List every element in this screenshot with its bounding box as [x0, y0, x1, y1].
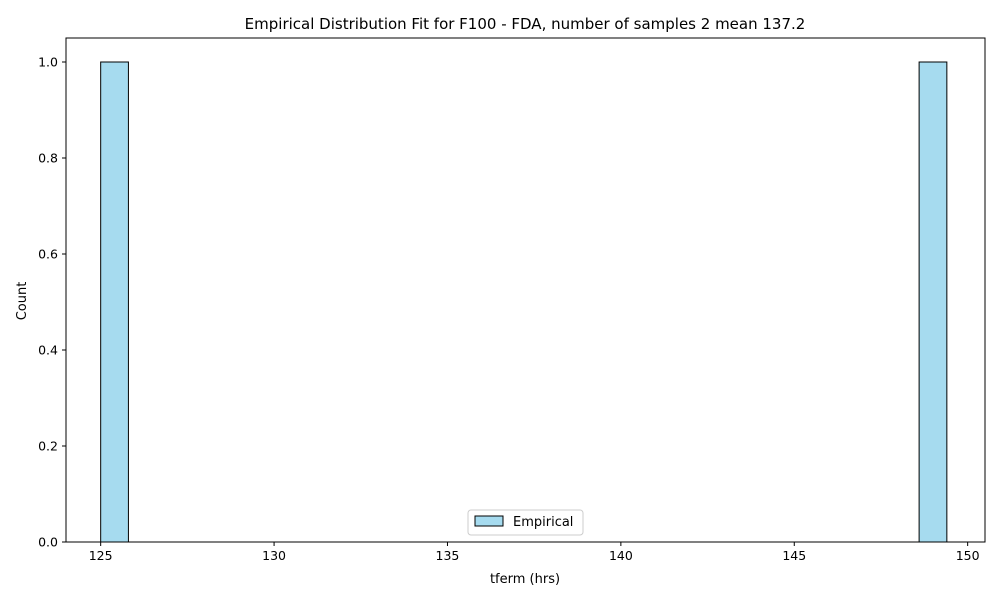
- x-axis-label: tferm (hrs): [490, 572, 560, 587]
- chart-title: Empirical Distribution Fit for F100 - FD…: [245, 15, 806, 33]
- legend: Empirical: [467, 509, 584, 536]
- x-tick-label: 145: [782, 548, 806, 563]
- y-tick-label: 0.0: [38, 535, 58, 550]
- legend-label-empirical: Empirical: [513, 515, 573, 530]
- x-tick-label: 125: [89, 548, 113, 563]
- x-tick-label: 150: [956, 548, 980, 563]
- x-tick-label: 140: [609, 548, 633, 563]
- y-tick-label: 0.2: [38, 439, 58, 454]
- y-tick-label: 1.0: [38, 55, 58, 70]
- histogram-bar: [918, 61, 948, 543]
- y-tick-label: 0.4: [38, 343, 58, 358]
- plot-frame: [65, 37, 986, 543]
- bars-layer: [100, 61, 948, 543]
- legend-swatch: [474, 515, 504, 527]
- axes-layer: [65, 37, 986, 543]
- y-axis-label: Count: [15, 282, 30, 321]
- x-ticks: 125 130 135 140 145 150: [89, 542, 980, 563]
- y-tick-label: 0.8: [38, 151, 58, 166]
- x-tick-label: 135: [436, 548, 460, 563]
- x-tick-label: 130: [262, 548, 286, 563]
- y-ticks: 0.0 0.2 0.4 0.6 0.8 1.0: [38, 55, 66, 550]
- y-tick-label: 0.6: [38, 247, 58, 262]
- histogram-bar: [100, 61, 129, 543]
